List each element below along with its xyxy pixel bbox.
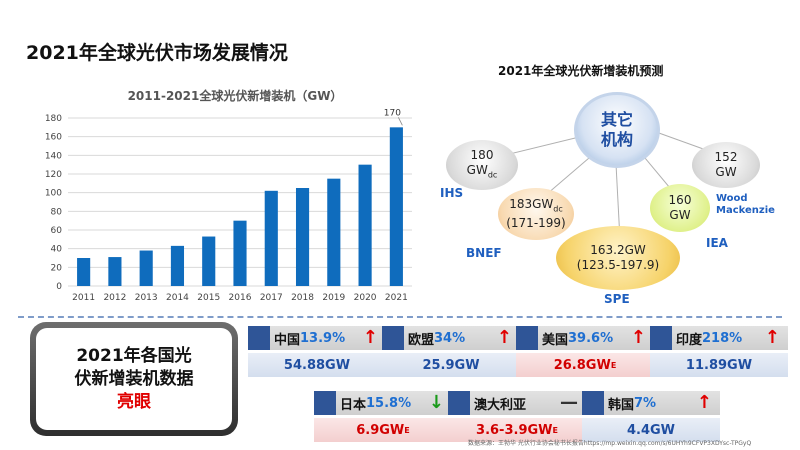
bubble-bnef: 183GWdc (171-199) <box>498 188 574 240</box>
data-label-2021: 170 <box>384 108 401 118</box>
china-name: 中国 <box>274 332 301 348</box>
bar-2014 <box>170 245 185 286</box>
australia-value: 3.6-3.9GW <box>476 422 553 438</box>
iea-unit: GW <box>669 208 691 222</box>
forecast-title: 2021年全球光伏新增装机预测 <box>498 64 664 78</box>
card-us: 美国 39.6% ↑ 26.8GW E <box>516 326 654 377</box>
korea-name: 韩国 <box>608 397 635 413</box>
spe-range: (123.5-197.9) <box>576 258 660 272</box>
australia-name: 澳大利亚 <box>474 397 527 413</box>
us-name: 美国 <box>542 332 569 348</box>
chart-title: 2011-2021全球光伏新增装机（GW） <box>128 88 343 103</box>
card-australia: 澳大利亚 — 3.6-3.9GW E <box>448 391 586 442</box>
bar-2011 <box>77 258 91 286</box>
bubble-iea: 160 GW <box>650 184 710 232</box>
y-tick-label: 180 <box>45 114 62 124</box>
card-china: 中国 13.9% ↑ 54.88GW <box>248 326 386 377</box>
bar-2012 <box>108 257 122 286</box>
bubble-wood: 152 GW <box>692 142 760 188</box>
ihs-label: IHS <box>440 186 464 200</box>
ihs-unit: GWdc <box>466 162 498 180</box>
x-tick-label: 2020 <box>354 293 377 303</box>
footer-source-note: 数据来源：王勃华 光伏行业协会秘书长报告https://mp.weixin.qq… <box>468 440 752 447</box>
korea-value: 4.4GW <box>626 422 676 438</box>
korea-pct: 7% <box>634 395 657 411</box>
x-tick-label: 2014 <box>166 293 189 303</box>
bubble-spe: 163.2GW (123.5-197.9) <box>556 226 680 290</box>
bar-2017 <box>264 190 278 286</box>
eu-name: 欧盟 <box>408 332 435 348</box>
x-tick-label: 2019 <box>322 293 345 303</box>
eu-value: 25.9GW <box>422 357 480 373</box>
india-value: 11.89GW <box>685 357 753 373</box>
card-india: 印度 218% ↑ 11.89GW <box>650 326 788 377</box>
china-pct: 13.9% <box>300 330 346 346</box>
y-tick-label: 60 <box>51 226 63 236</box>
y-tick-label: 80 <box>51 207 63 217</box>
china-value: 54.88GW <box>283 357 351 373</box>
bar-chart: 2011-2021全球光伏新增装机（GW） 0 20 40 60 80 100 120 140… <box>45 88 412 303</box>
up-arrow-icon: ↑ <box>696 392 712 413</box>
x-tick-label: 2011 <box>72 293 95 303</box>
japan-pct: 15.8% <box>366 395 412 411</box>
wood-unit: GW <box>715 165 737 179</box>
section-divider <box>18 316 782 318</box>
bubble-center-line1: 其它 <box>600 110 633 129</box>
bar-2020 <box>358 164 372 286</box>
bnef-range: (171-199) <box>506 216 566 231</box>
dash-icon: — <box>560 392 578 413</box>
bar-2016 <box>233 220 247 286</box>
bnef-value: 183GWdc <box>509 196 563 214</box>
x-tick-label: 2021 <box>385 293 408 303</box>
y-tick-label: 0 <box>56 282 62 292</box>
y-tick-label: 120 <box>45 170 62 180</box>
data-label-leader <box>398 117 403 126</box>
japan-value: 6.9GW <box>356 422 405 438</box>
bar-2021 <box>389 127 403 286</box>
x-tick-label: 2016 <box>229 293 252 303</box>
page-title: 2021年全球光伏市场发展情况 <box>26 42 288 64</box>
ihs-value: 180 <box>470 147 494 162</box>
us-pct: 39.6% <box>568 330 614 346</box>
bnef-label: BNEF <box>466 246 502 260</box>
card-korea: 韩国 7% ↑ 4.4GW <box>582 391 720 442</box>
summary-box: 2021年各国光 伏新增装机数据 亮眼 <box>30 322 238 436</box>
us-value: 26.8GW <box>553 357 611 373</box>
iea-value: 160 <box>668 193 692 207</box>
card-eu: 欧盟 34% ↑ 25.9GW <box>382 326 520 377</box>
up-arrow-icon: ↑ <box>764 327 780 348</box>
y-tick-label: 140 <box>45 151 62 161</box>
up-arrow-icon: ↑ <box>630 327 646 348</box>
x-tick-label: 2018 <box>291 293 314 303</box>
card-japan: 日本 15.8% ↓ 6.9GW E <box>314 391 452 442</box>
india-name: 印度 <box>676 332 703 348</box>
bar-2013 <box>139 250 153 286</box>
down-arrow-icon: ↓ <box>428 392 444 413</box>
spe-value: 163.2GW <box>590 243 646 257</box>
summary-text: 2021年各国光 伏新增装机数据 亮眼 <box>36 328 232 430</box>
wood-value: 152 <box>714 150 738 164</box>
bar-2018 <box>295 188 310 286</box>
spe-label: SPE <box>604 292 630 306</box>
bubble-ihs: 180 GWdc <box>446 140 518 190</box>
japan-name: 日本 <box>340 397 367 413</box>
wood-label: Wood Mackenzie <box>716 193 775 216</box>
up-arrow-icon: ↑ <box>496 327 512 348</box>
iea-label: IEA <box>706 236 728 250</box>
x-tick-label: 2015 <box>197 293 220 303</box>
bar-2019 <box>327 178 341 286</box>
india-pct: 218% <box>702 330 743 346</box>
y-tick-label: 20 <box>51 263 63 273</box>
bubble-center: 其它 机构 <box>574 92 660 168</box>
eu-pct: 34% <box>434 330 466 346</box>
y-tick-label: 100 <box>45 189 62 199</box>
y-tick-label: 40 <box>51 245 63 255</box>
x-tick-label: 2013 <box>135 293 158 303</box>
x-tick-label: 2017 <box>260 293 283 303</box>
y-tick-label: 160 <box>45 133 62 143</box>
up-arrow-icon: ↑ <box>362 327 378 348</box>
x-tick-label: 2012 <box>103 293 126 303</box>
bubble-center-line2: 机构 <box>600 130 633 149</box>
bar-2015 <box>202 236 216 286</box>
